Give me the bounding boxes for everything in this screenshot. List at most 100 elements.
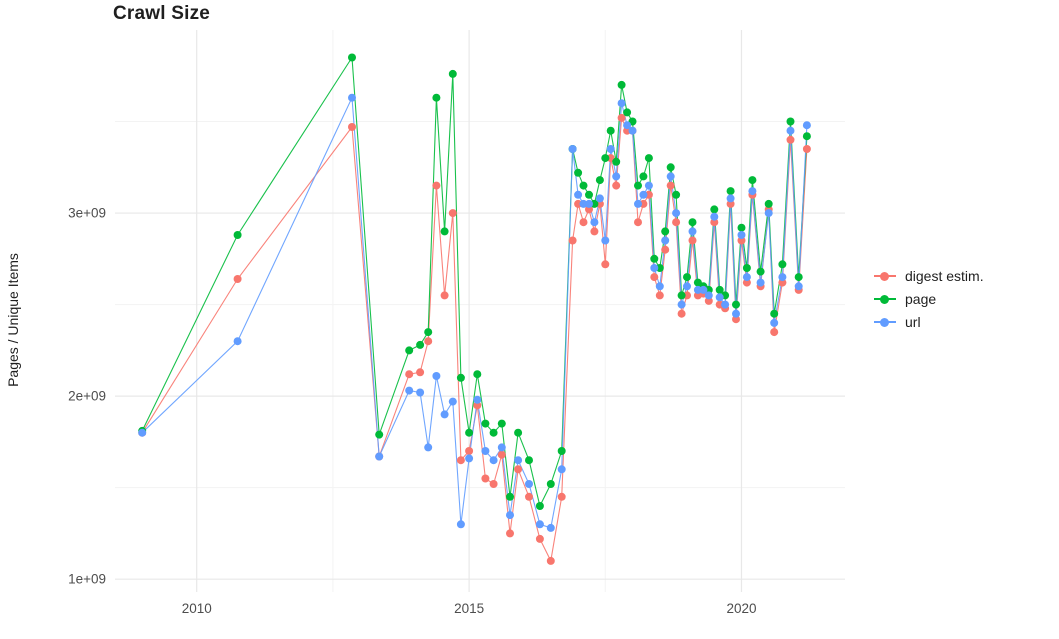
data-point-url xyxy=(693,285,702,294)
data-point-digest-estim- xyxy=(737,236,746,245)
data-point-url xyxy=(677,300,686,309)
data-point-digest-estim- xyxy=(726,199,735,208)
data-point-page xyxy=(405,346,414,355)
data-point-url xyxy=(473,395,482,404)
data-point-page xyxy=(683,273,691,282)
data-point-digest-estim- xyxy=(432,181,441,190)
data-point-digest-estim- xyxy=(770,328,779,337)
data-point-url xyxy=(601,236,610,245)
y-tick-label: 3e+09 xyxy=(68,206,106,221)
data-point-page xyxy=(634,181,642,190)
legend-item-url: url xyxy=(874,314,984,330)
data-point-digest-estim- xyxy=(601,260,610,269)
data-point-url xyxy=(661,236,670,245)
data-point-url xyxy=(699,285,708,294)
data-point-url xyxy=(506,511,514,520)
data-point-page xyxy=(514,428,523,437)
data-point-url xyxy=(579,199,588,208)
data-point-url xyxy=(448,397,457,406)
data-point-page xyxy=(585,190,593,199)
data-point-url xyxy=(585,199,593,208)
data-point-page xyxy=(525,456,533,465)
data-point-digest-estim- xyxy=(595,199,604,208)
data-point-page xyxy=(557,447,566,455)
legend: digest estim. page url xyxy=(874,268,984,330)
data-point-digest-estim- xyxy=(448,209,457,218)
data-point-url xyxy=(557,465,566,474)
data-point-page xyxy=(375,430,384,439)
data-point-page xyxy=(650,254,659,263)
data-point-url xyxy=(732,309,740,318)
data-point-page xyxy=(623,108,632,117)
series-line-2 xyxy=(141,95,808,529)
data-point-page xyxy=(233,231,242,239)
data-point-url xyxy=(683,282,691,291)
data-point-page xyxy=(506,492,514,501)
data-point-url xyxy=(704,291,713,300)
data-point-url xyxy=(639,190,648,199)
data-point-url xyxy=(778,273,787,282)
data-point-page xyxy=(606,126,615,135)
data-point-url xyxy=(574,190,583,199)
data-point-digest-estim- xyxy=(585,205,593,214)
data-point-page xyxy=(348,53,356,62)
data-point-url xyxy=(546,523,555,532)
data-point-url xyxy=(628,126,637,135)
data-point-url xyxy=(715,293,724,302)
data-point-url xyxy=(606,145,615,153)
data-point-digest-estim- xyxy=(481,474,490,483)
data-point-url xyxy=(612,172,621,181)
y-tick-label: 1e+09 xyxy=(68,572,106,587)
data-point-page xyxy=(756,267,765,276)
data-point-url xyxy=(634,199,642,208)
data-point-digest-estim- xyxy=(514,465,523,474)
legend-dot-swatch xyxy=(880,294,889,304)
data-point-url xyxy=(644,181,653,190)
data-point-url xyxy=(756,278,765,287)
data-point-page xyxy=(465,428,474,437)
data-point-digest-estim- xyxy=(535,534,544,543)
data-point-url xyxy=(375,452,384,461)
data-point-digest-estim- xyxy=(644,190,653,199)
data-point-digest-estim- xyxy=(634,218,642,227)
data-point-digest-estim- xyxy=(590,227,599,236)
data-point-url xyxy=(514,456,523,465)
data-point-digest-estim- xyxy=(506,529,514,538)
data-point-url xyxy=(432,372,441,380)
data-point-page xyxy=(737,223,746,232)
x-tick-label: 2010 xyxy=(182,601,212,616)
data-point-page xyxy=(497,419,506,428)
data-point-url xyxy=(794,282,803,291)
data-point-url xyxy=(489,456,498,465)
data-point-page xyxy=(473,370,482,379)
data-point-digest-estim- xyxy=(786,135,795,144)
data-point-page xyxy=(612,157,621,166)
data-point-page xyxy=(535,502,544,510)
data-point-url xyxy=(440,410,449,419)
data-point-digest-estim- xyxy=(677,309,686,318)
data-point-url xyxy=(525,480,533,488)
data-point-page xyxy=(770,309,779,318)
data-point-digest-estim- xyxy=(497,450,506,459)
data-point-page xyxy=(489,428,498,437)
data-point-page xyxy=(448,69,457,78)
legend-key-digest-icon xyxy=(874,269,896,283)
data-point-page xyxy=(786,117,795,126)
data-point-digest-estim- xyxy=(440,291,449,300)
data-point-digest-estim- xyxy=(742,278,751,287)
data-point-url xyxy=(770,318,779,327)
data-point-digest-estim- xyxy=(802,145,811,153)
data-point-page xyxy=(644,154,653,163)
data-point-page xyxy=(456,373,465,382)
y-tick-label: 2e+09 xyxy=(68,389,106,404)
legend-label-url: url xyxy=(905,314,921,330)
series-line-0 xyxy=(141,117,808,563)
data-point-url xyxy=(481,447,490,455)
x-tick-label: 2020 xyxy=(726,601,756,616)
data-point-page xyxy=(748,176,757,185)
data-point-digest-estim- xyxy=(650,273,659,282)
data-point-url xyxy=(590,218,599,227)
data-point-page xyxy=(546,480,555,488)
data-point-page xyxy=(601,154,610,163)
